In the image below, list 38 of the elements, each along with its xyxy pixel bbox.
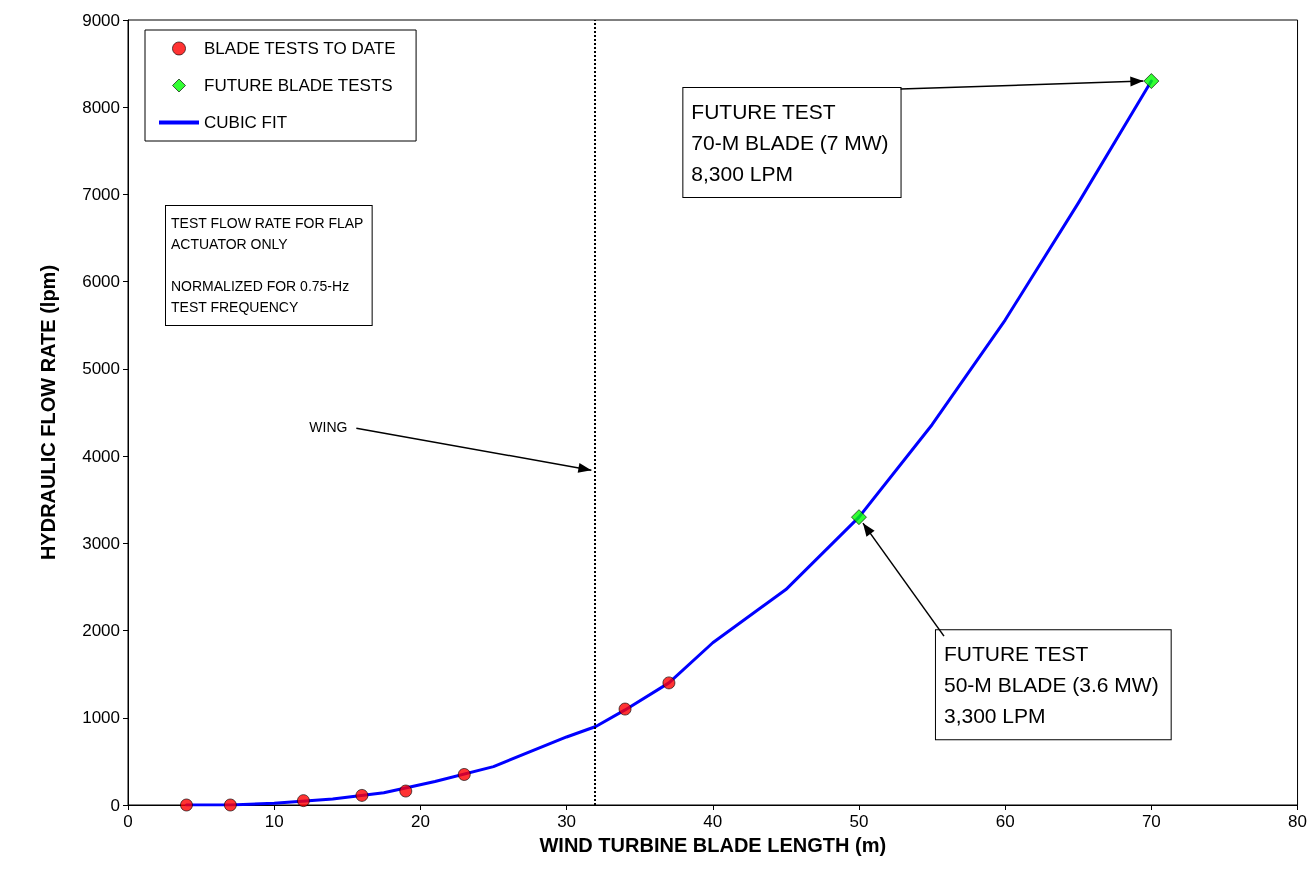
ref-line-label: WING [309, 419, 348, 436]
text: TEST FLOW RATE FOR FLAP ACTUATOR ONLY NORMALIZED FOR 0.75-Hz TEST FREQUENCY [171, 214, 364, 315]
x-axis-title: WIND TURBINE BLADE LENGTH (m) [539, 834, 887, 856]
legend-label: CUBIC FIT [204, 113, 288, 132]
x-tick-label: 10 [264, 812, 284, 831]
x-tick-label: 40 [703, 812, 723, 831]
point [851, 509, 867, 526]
x-tick-label: 50 [849, 812, 869, 831]
x-tick-label: 70 [1141, 812, 1161, 831]
y-tick-label: 9000 [82, 10, 120, 30]
point [297, 794, 310, 808]
x-tick-label: 0 [123, 812, 133, 831]
y-tick-label: 2000 [82, 621, 120, 641]
y-tick-label: 3000 [82, 533, 120, 553]
legend-label: FUTURE BLADE TESTS [204, 76, 393, 95]
point [457, 768, 471, 781]
y-tick-label: 5000 [82, 359, 120, 379]
y-tick-label: 6000 [82, 272, 120, 292]
x-tick-label: 20 [410, 812, 430, 831]
legend-label: BLADE TESTS TO DATE [204, 39, 396, 58]
point [223, 798, 237, 812]
y-tick-label: 4000 [82, 446, 120, 466]
y-tick-label: 8000 [82, 97, 120, 117]
x-tick-label: 30 [557, 812, 577, 831]
point [180, 798, 193, 812]
annotation: FUTURE TEST 50-M BLADE (3.6 MW) 3,300 LPM [943, 642, 1159, 728]
y-tick-label: 0 [110, 795, 120, 815]
y-tick-label: 7000 [82, 184, 120, 204]
point [1143, 73, 1160, 89]
x-tick-label: 60 [995, 812, 1015, 831]
point [662, 676, 676, 690]
x-tick-label: 80 [1288, 812, 1308, 831]
annotation: FUTURE TEST 70-M BLADE (7 MW) 8,300 LPM [691, 100, 889, 186]
point [355, 789, 369, 802]
point [618, 702, 632, 716]
y-tick-label: 1000 [82, 708, 120, 728]
point [399, 784, 413, 798]
y-axis-title: HYDRAULIC FLOW RATE (lpm) [37, 264, 59, 561]
